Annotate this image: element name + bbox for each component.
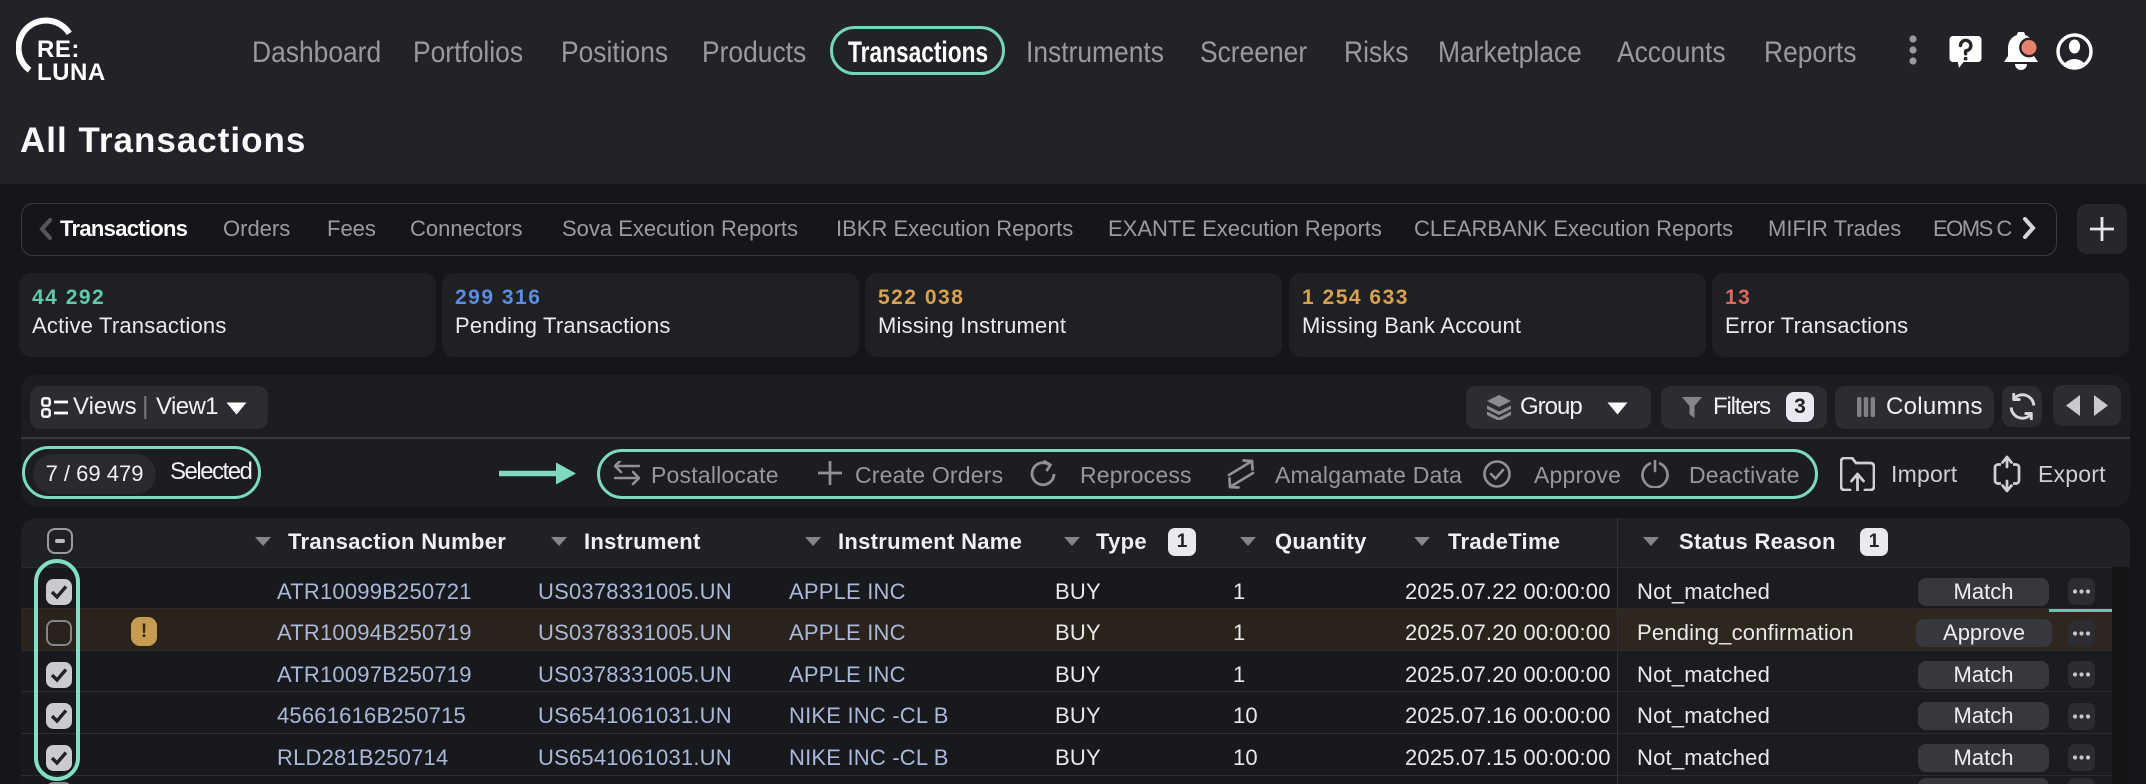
svg-text:RE:: RE: [37,36,80,63]
svg-text:LUNA: LUNA [37,59,106,86]
